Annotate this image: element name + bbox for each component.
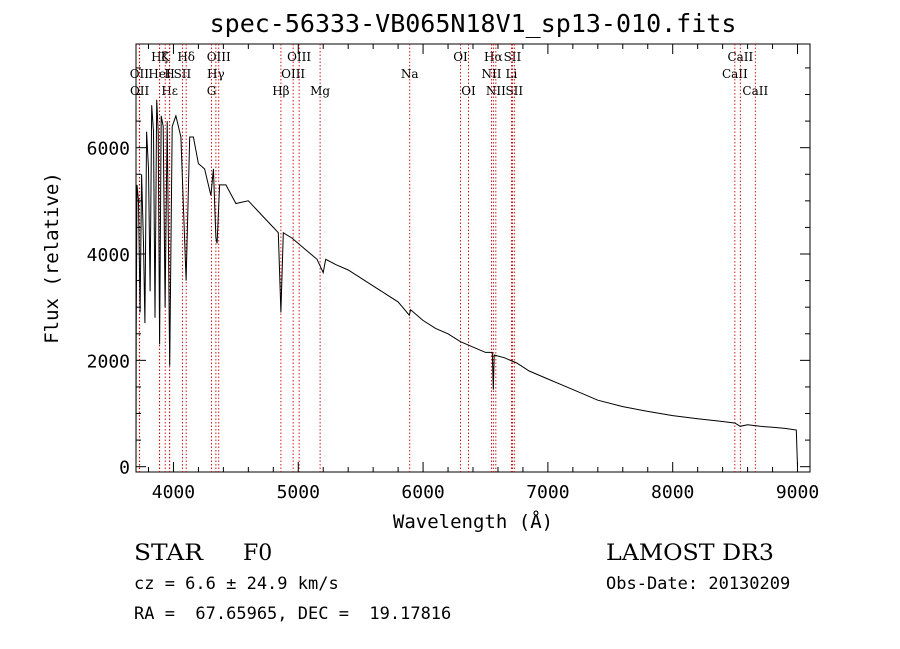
y-tick-label: 0 (119, 458, 130, 479)
spectrum-line (135, 99, 798, 467)
x-axis-label: Wavelength (Å) (393, 510, 553, 533)
x-tick-label: 6000 (401, 482, 444, 503)
chart-title: spec-56333-VB065N18V1_sp13-010.fits (210, 9, 737, 38)
y-tick-label: 6000 (87, 139, 130, 160)
survey-name: LAMOST DR3 (606, 541, 774, 566)
line-marker-label: SII (505, 84, 523, 98)
line-marker-label: Mg (310, 84, 330, 98)
y-axis-label: Flux (relative) (41, 172, 63, 344)
line-marker-label: OII (130, 84, 150, 98)
line-marker-label: CaII (742, 84, 768, 98)
line-marker-label: HeI (148, 67, 171, 81)
line-marker-label: K (161, 50, 171, 64)
line-marker-label: SII (174, 67, 192, 81)
line-marker-label: G (207, 84, 217, 98)
spectral-subclass: F0 (243, 541, 272, 566)
line-marker-label: Na (401, 67, 419, 81)
object-class: STAR (134, 541, 205, 566)
line-marker-label: CaII (722, 67, 748, 81)
line-marker-label: Li (506, 67, 518, 81)
x-tick-label: 7000 (526, 482, 569, 503)
line-marker-label: SII (504, 50, 522, 64)
coordinates: RA = 67.65965, DEC = 19.17816 (134, 604, 451, 624)
x-tick-label: 9000 (776, 482, 819, 503)
line-marker-label: OI (461, 84, 476, 98)
line-marker-label: OIII (281, 67, 305, 81)
line-marker-label: OIII (287, 50, 311, 64)
x-tick-label: 5000 (277, 482, 320, 503)
line-marker-label: NII (481, 67, 501, 81)
redshift-text: cz = 6.6 ± 24.9 km/s (134, 574, 339, 594)
axis-ticks: 4000 5000 6000 7000 8000 9000 0 2000 4000 6000 (87, 44, 819, 503)
x-tick-label: 4000 (152, 482, 195, 503)
y-tick-label: 2000 (87, 351, 130, 372)
line-marker-label: OI (453, 50, 468, 64)
plot-frame (135, 43, 811, 473)
y-tick-label: 4000 (87, 245, 130, 266)
line-marker-label: Hδ (177, 50, 195, 64)
line-marker-label: OIII (207, 50, 231, 64)
line-marker-label: Hβ (272, 84, 289, 98)
line-marker-label: OII (130, 67, 150, 81)
x-tick-label: 8000 (651, 482, 694, 503)
line-marker-label: NII (486, 84, 506, 98)
line-marker-label: H (164, 67, 174, 81)
line-marker-label: Hα (484, 50, 503, 64)
obs-date: Obs-Date: 20130209 (606, 574, 790, 594)
line-marker-label: Hζ (151, 50, 168, 64)
line-marker-label: Hγ (207, 67, 225, 81)
line-marker-label: CaII (727, 50, 753, 64)
